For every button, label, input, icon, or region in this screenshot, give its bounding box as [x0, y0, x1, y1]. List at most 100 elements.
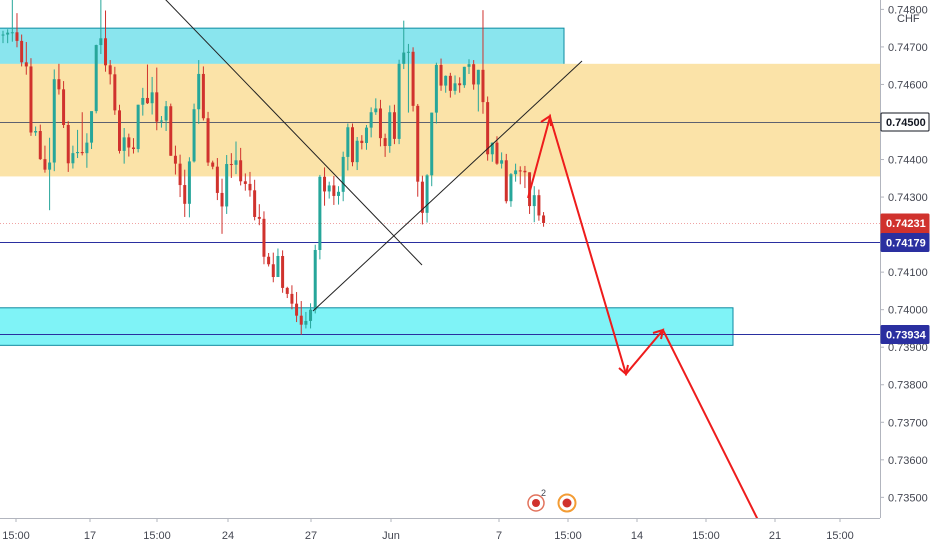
price-tick-label: 0.74600 — [888, 79, 928, 91]
event-icons[interactable]: 2 — [527, 488, 577, 513]
candle — [62, 81, 66, 128]
candle — [136, 104, 140, 153]
projection-arrowhead-1 — [540, 114, 552, 127]
candle — [38, 124, 42, 160]
candle — [351, 123, 354, 167]
candle-body — [514, 170, 518, 175]
time-tick-label: 15:00 — [692, 530, 720, 542]
candle-layer — [1, 0, 546, 335]
candle-body — [532, 195, 536, 207]
candle — [411, 47, 415, 112]
candle-body — [313, 249, 317, 310]
candle — [155, 67, 159, 131]
candle-body — [127, 137, 131, 148]
candle-body — [267, 256, 271, 265]
price-axis[interactable]: 0.74800 0.74700 0.74600 0.74400 0.74300 0.741… — [880, 0, 932, 550]
candle-body — [215, 166, 219, 193]
candle — [472, 60, 476, 90]
support-zone[interactable] — [0, 307, 734, 346]
candle — [542, 212, 546, 227]
candle-body — [20, 40, 24, 63]
candle — [267, 252, 271, 267]
candle-body — [192, 109, 196, 162]
candle — [295, 292, 299, 323]
candle — [346, 123, 350, 171]
price-tick-label: 0.74400 — [888, 155, 928, 167]
price-tick-label: 0.74000 — [888, 305, 928, 317]
candle — [71, 145, 75, 169]
candle — [309, 303, 313, 329]
candle — [187, 157, 191, 218]
price-tick-label: 0.73900 — [888, 342, 928, 354]
candle — [360, 135, 364, 150]
candle-body — [141, 97, 145, 105]
event-count: 2 — [541, 488, 546, 498]
candle-body — [71, 153, 75, 164]
price-badge-box — [880, 232, 930, 252]
candle-body — [364, 127, 368, 144]
candle — [392, 104, 396, 145]
candle — [378, 99, 382, 147]
price-tick-label: 0.73500 — [888, 492, 928, 504]
candle — [276, 248, 280, 278]
candle — [90, 111, 94, 150]
time-tick-label: 15:00 — [554, 530, 582, 542]
candle-body — [537, 195, 541, 216]
candle-body — [402, 52, 406, 64]
candle — [281, 250, 285, 293]
candle — [318, 174, 322, 260]
candle — [192, 103, 196, 163]
price-tick-label: 0.73600 — [888, 455, 928, 467]
candle — [57, 63, 61, 95]
candle — [355, 137, 359, 171]
candle-body — [406, 51, 410, 53]
candle-body — [48, 162, 52, 170]
candle — [159, 115, 163, 128]
candle-body — [523, 170, 527, 173]
candle — [304, 311, 308, 329]
descending-trendline[interactable] — [164, 0, 423, 266]
time-tick-label: 17 — [84, 530, 96, 542]
candle-body — [118, 110, 121, 151]
candle — [490, 142, 494, 162]
candle-body — [490, 142, 494, 155]
candle — [383, 133, 387, 157]
candle-body — [80, 152, 84, 154]
candle — [20, 34, 24, 67]
candle — [262, 211, 266, 265]
candle — [145, 64, 149, 104]
candle-body — [327, 185, 331, 192]
candle — [215, 158, 219, 201]
price-badge: 0.74179 — [880, 232, 930, 252]
candle-body — [295, 303, 299, 316]
candle — [127, 133, 131, 157]
candle — [85, 133, 89, 168]
price-tick-label: 0.73700 — [888, 417, 928, 429]
candle — [448, 72, 452, 98]
time-axis-background — [0, 518, 932, 550]
candle-body — [425, 175, 429, 213]
candle-body — [169, 106, 173, 156]
candle-body — [243, 181, 247, 184]
candle — [29, 58, 33, 136]
time-axis[interactable]: 15:00 17 15:00 24 27 Jun 7 15:00 14 15:00 21 15:00 — [0, 518, 932, 550]
time-tick-label: 7 — [496, 530, 502, 542]
time-tick-label: 27 — [305, 530, 317, 542]
zone-layer — [0, 27, 880, 346]
candle — [206, 111, 210, 166]
candle-body — [476, 69, 480, 85]
candle-body — [504, 160, 508, 202]
candle-body — [332, 185, 336, 196]
candle-body — [104, 38, 108, 66]
candle-body — [183, 185, 187, 204]
candle-body — [29, 66, 33, 133]
ascending-trendline[interactable] — [312, 60, 583, 312]
candle — [518, 166, 522, 185]
supply-zone-top[interactable] — [0, 27, 565, 66]
candle — [164, 100, 168, 132]
candle — [104, 10, 108, 72]
candle — [66, 121, 70, 172]
candle — [332, 176, 336, 205]
candle-body — [509, 174, 513, 202]
